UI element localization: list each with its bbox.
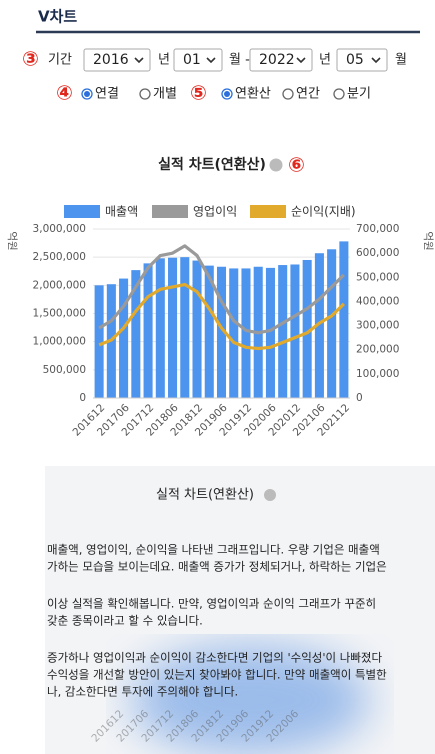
select-box[interactable] xyxy=(83,48,151,72)
popup-glow xyxy=(130,645,370,754)
bar xyxy=(131,270,141,398)
popup-title: 실적 차트(연환산) xyxy=(156,488,254,503)
y2-tick-label: 500,000 xyxy=(356,271,399,283)
select-arrow xyxy=(206,57,216,64)
bar xyxy=(302,259,312,398)
help-icon[interactable] xyxy=(269,158,283,172)
unit: 년 xyxy=(319,53,331,68)
popup-text: 가하는 모습을 보이는데요. 매출액 증가가 정체되거나, 하락하는 기업은 xyxy=(47,560,387,574)
popup-text: 증가하나 영업이익과 순이익이 감소한다면 기업의 '수익성'이 나빠졌다 xyxy=(47,651,382,665)
legend-swatch xyxy=(250,205,286,218)
bar xyxy=(143,263,153,398)
header-title: V차트 xyxy=(38,8,77,26)
select-box[interactable] xyxy=(249,48,313,72)
select-value: 01 xyxy=(183,52,201,68)
bar xyxy=(94,285,104,398)
select-value: 05 xyxy=(346,52,364,68)
bar xyxy=(339,241,349,398)
bar xyxy=(314,253,324,398)
y2-tick-label: 100,000 xyxy=(356,368,399,380)
select-value: 2022 xyxy=(259,52,295,68)
y-axis-label: 억원 xyxy=(6,231,18,250)
radio-dot xyxy=(84,91,90,97)
bar xyxy=(168,257,178,398)
bar xyxy=(265,267,275,398)
basis-marker: ⑤ xyxy=(190,81,207,105)
y-tick-label: 2,500,000 xyxy=(33,251,86,263)
popup-text: 나, 감소한다면 투자에 주의해야 합니다. xyxy=(47,685,238,699)
bar xyxy=(327,249,337,398)
legend-label: 영업이익 xyxy=(193,205,237,219)
select-arrow xyxy=(371,57,381,64)
unit: 월 xyxy=(395,53,407,68)
select-box[interactable] xyxy=(173,48,223,72)
y-tick-label: 500,000 xyxy=(43,364,86,376)
legend-swatch xyxy=(64,205,100,218)
radio[interactable] xyxy=(282,88,294,100)
y2-tick-label: 600,000 xyxy=(356,247,399,259)
consolidation-marker: ④ xyxy=(56,81,73,105)
bar xyxy=(278,265,288,398)
y-tick-label: 1,000,000 xyxy=(33,336,86,348)
bar xyxy=(155,258,165,398)
popup: 실적 차트(연환산) 매출액, 영업이익, 순이익을 나타낸 그래프입니다. 우량… xyxy=(45,466,435,754)
radio-label: 연간 xyxy=(296,87,320,102)
y2-tick-label: 700,000 xyxy=(356,223,399,235)
bar xyxy=(204,265,214,398)
radio-label: 개별 xyxy=(153,87,177,102)
y2-tick-label: 200,000 xyxy=(356,344,399,356)
bar xyxy=(241,268,251,398)
y2-axis-label: 억원 xyxy=(422,231,434,250)
radio-label: 분기 xyxy=(347,87,371,102)
y2-tick-label: 300,000 xyxy=(356,320,399,332)
y2-tick-label: 400,000 xyxy=(356,295,399,307)
popup-text: 갖춘 종목이라고 할 수 있습니다. xyxy=(47,614,203,628)
popup-text: 수익성을 개선할 방안이 있는지 찾아봐야 합니다. 만약 매출액이 특별한 xyxy=(47,668,387,682)
bar xyxy=(216,266,227,398)
popup-text: 이상 실적을 확인해봅니다. 만약, 영업이익과 순이익 그래프가 꾸준히 xyxy=(47,597,376,611)
select-value: 2016 xyxy=(93,52,129,68)
chart-help-marker: ⑥ xyxy=(288,153,305,177)
y-tick-label: 3,000,000 xyxy=(33,223,86,235)
select-arrow xyxy=(134,57,144,64)
line xyxy=(98,244,346,335)
radio-dot xyxy=(224,91,230,97)
select-box[interactable] xyxy=(336,48,388,72)
legend-swatch xyxy=(152,205,188,218)
radio-label: 연환산 xyxy=(235,87,271,102)
bar xyxy=(290,264,300,398)
legend-label: 순이익(지배) xyxy=(291,205,356,219)
period-marker: ③ xyxy=(22,47,39,71)
legend-label: 매출액 xyxy=(105,205,138,219)
period-label: 기간 xyxy=(48,53,72,68)
popup-text: 매출액, 영업이익, 순이익을 나타낸 그래프입니다. 우량 기업은 매출액 xyxy=(47,543,380,557)
radio[interactable] xyxy=(139,88,151,100)
radio-label: 연결 xyxy=(95,87,119,102)
bar xyxy=(180,257,190,398)
bar xyxy=(229,268,239,398)
unit: 월 - xyxy=(229,53,250,68)
unit: 년 xyxy=(158,53,170,68)
help-icon[interactable] xyxy=(264,489,276,501)
y-tick-label: 1,500,000 xyxy=(33,308,86,320)
line xyxy=(98,282,346,351)
chart-title: 실적 차트(연환산) xyxy=(158,156,266,173)
y-tick-label: 0 xyxy=(79,392,86,404)
y2-tick-label: 0 xyxy=(356,392,363,404)
bar xyxy=(119,278,129,398)
bar xyxy=(192,260,202,398)
select-arrow xyxy=(296,57,306,64)
y-tick-label: 2,000,000 xyxy=(33,279,86,291)
radio[interactable] xyxy=(333,88,345,100)
